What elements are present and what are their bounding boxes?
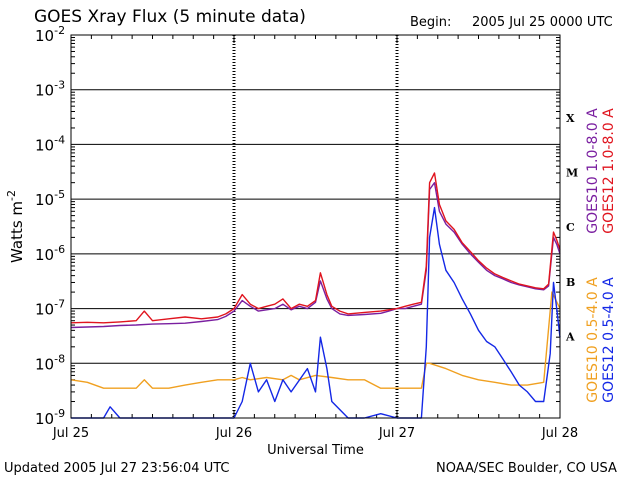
y-tick-label: 10-5 <box>35 188 65 209</box>
y-tick-label: 10-4 <box>35 133 65 154</box>
legend-entry-2: GOES10 0.5-4.0 A <box>585 277 601 403</box>
x-axis-title: Universal Time <box>267 443 364 458</box>
x-tick-label: Jul 26 <box>215 426 252 441</box>
legend-entry-1: GOES12 1.0-8.0 A <box>601 108 617 234</box>
x-tick-label: Jul 27 <box>378 426 415 441</box>
flare-class-x: X <box>566 112 575 125</box>
flare-class-c: C <box>566 221 575 234</box>
y-tick-label: 10-3 <box>35 79 65 100</box>
plot-frame <box>70 34 561 419</box>
flare-class-m: M <box>566 167 578 180</box>
flare-class-b: B <box>566 276 575 289</box>
x-tick-label: Jul 25 <box>52 426 89 441</box>
begin-value: 2005 Jul 25 0000 UTC <box>472 15 613 30</box>
y-axis-title: Watts m-2 <box>5 190 26 263</box>
y-tick-label: 10-7 <box>35 298 65 319</box>
flare-class-a: A <box>565 331 575 344</box>
x-tick-label: Jul 28 <box>541 426 578 441</box>
y-tick-label: 10-8 <box>35 352 65 373</box>
noaa-credit: NOAA/SEC Boulder, CO USA <box>436 461 617 476</box>
updated-timestamp: Updated 2005 Jul 27 23:56:04 UTC <box>4 461 230 476</box>
legend-entry-3: GOES12 0.5-4.0 A <box>601 277 617 403</box>
y-tick-label: 10-2 <box>35 24 65 45</box>
series-line-1 <box>70 172 561 324</box>
series-line-0 <box>70 182 561 329</box>
series-line-2 <box>70 291 561 389</box>
chart-title: GOES Xray Flux (5 minute data) <box>34 7 306 27</box>
y-tick-label: 10-9 <box>35 407 65 428</box>
legend-entry-0: GOES10 1.0-8.0 A <box>585 108 601 234</box>
y-tick-label: 10-6 <box>35 243 65 264</box>
begin-label: Begin: <box>410 15 452 30</box>
series-line-3 <box>71 206 561 419</box>
